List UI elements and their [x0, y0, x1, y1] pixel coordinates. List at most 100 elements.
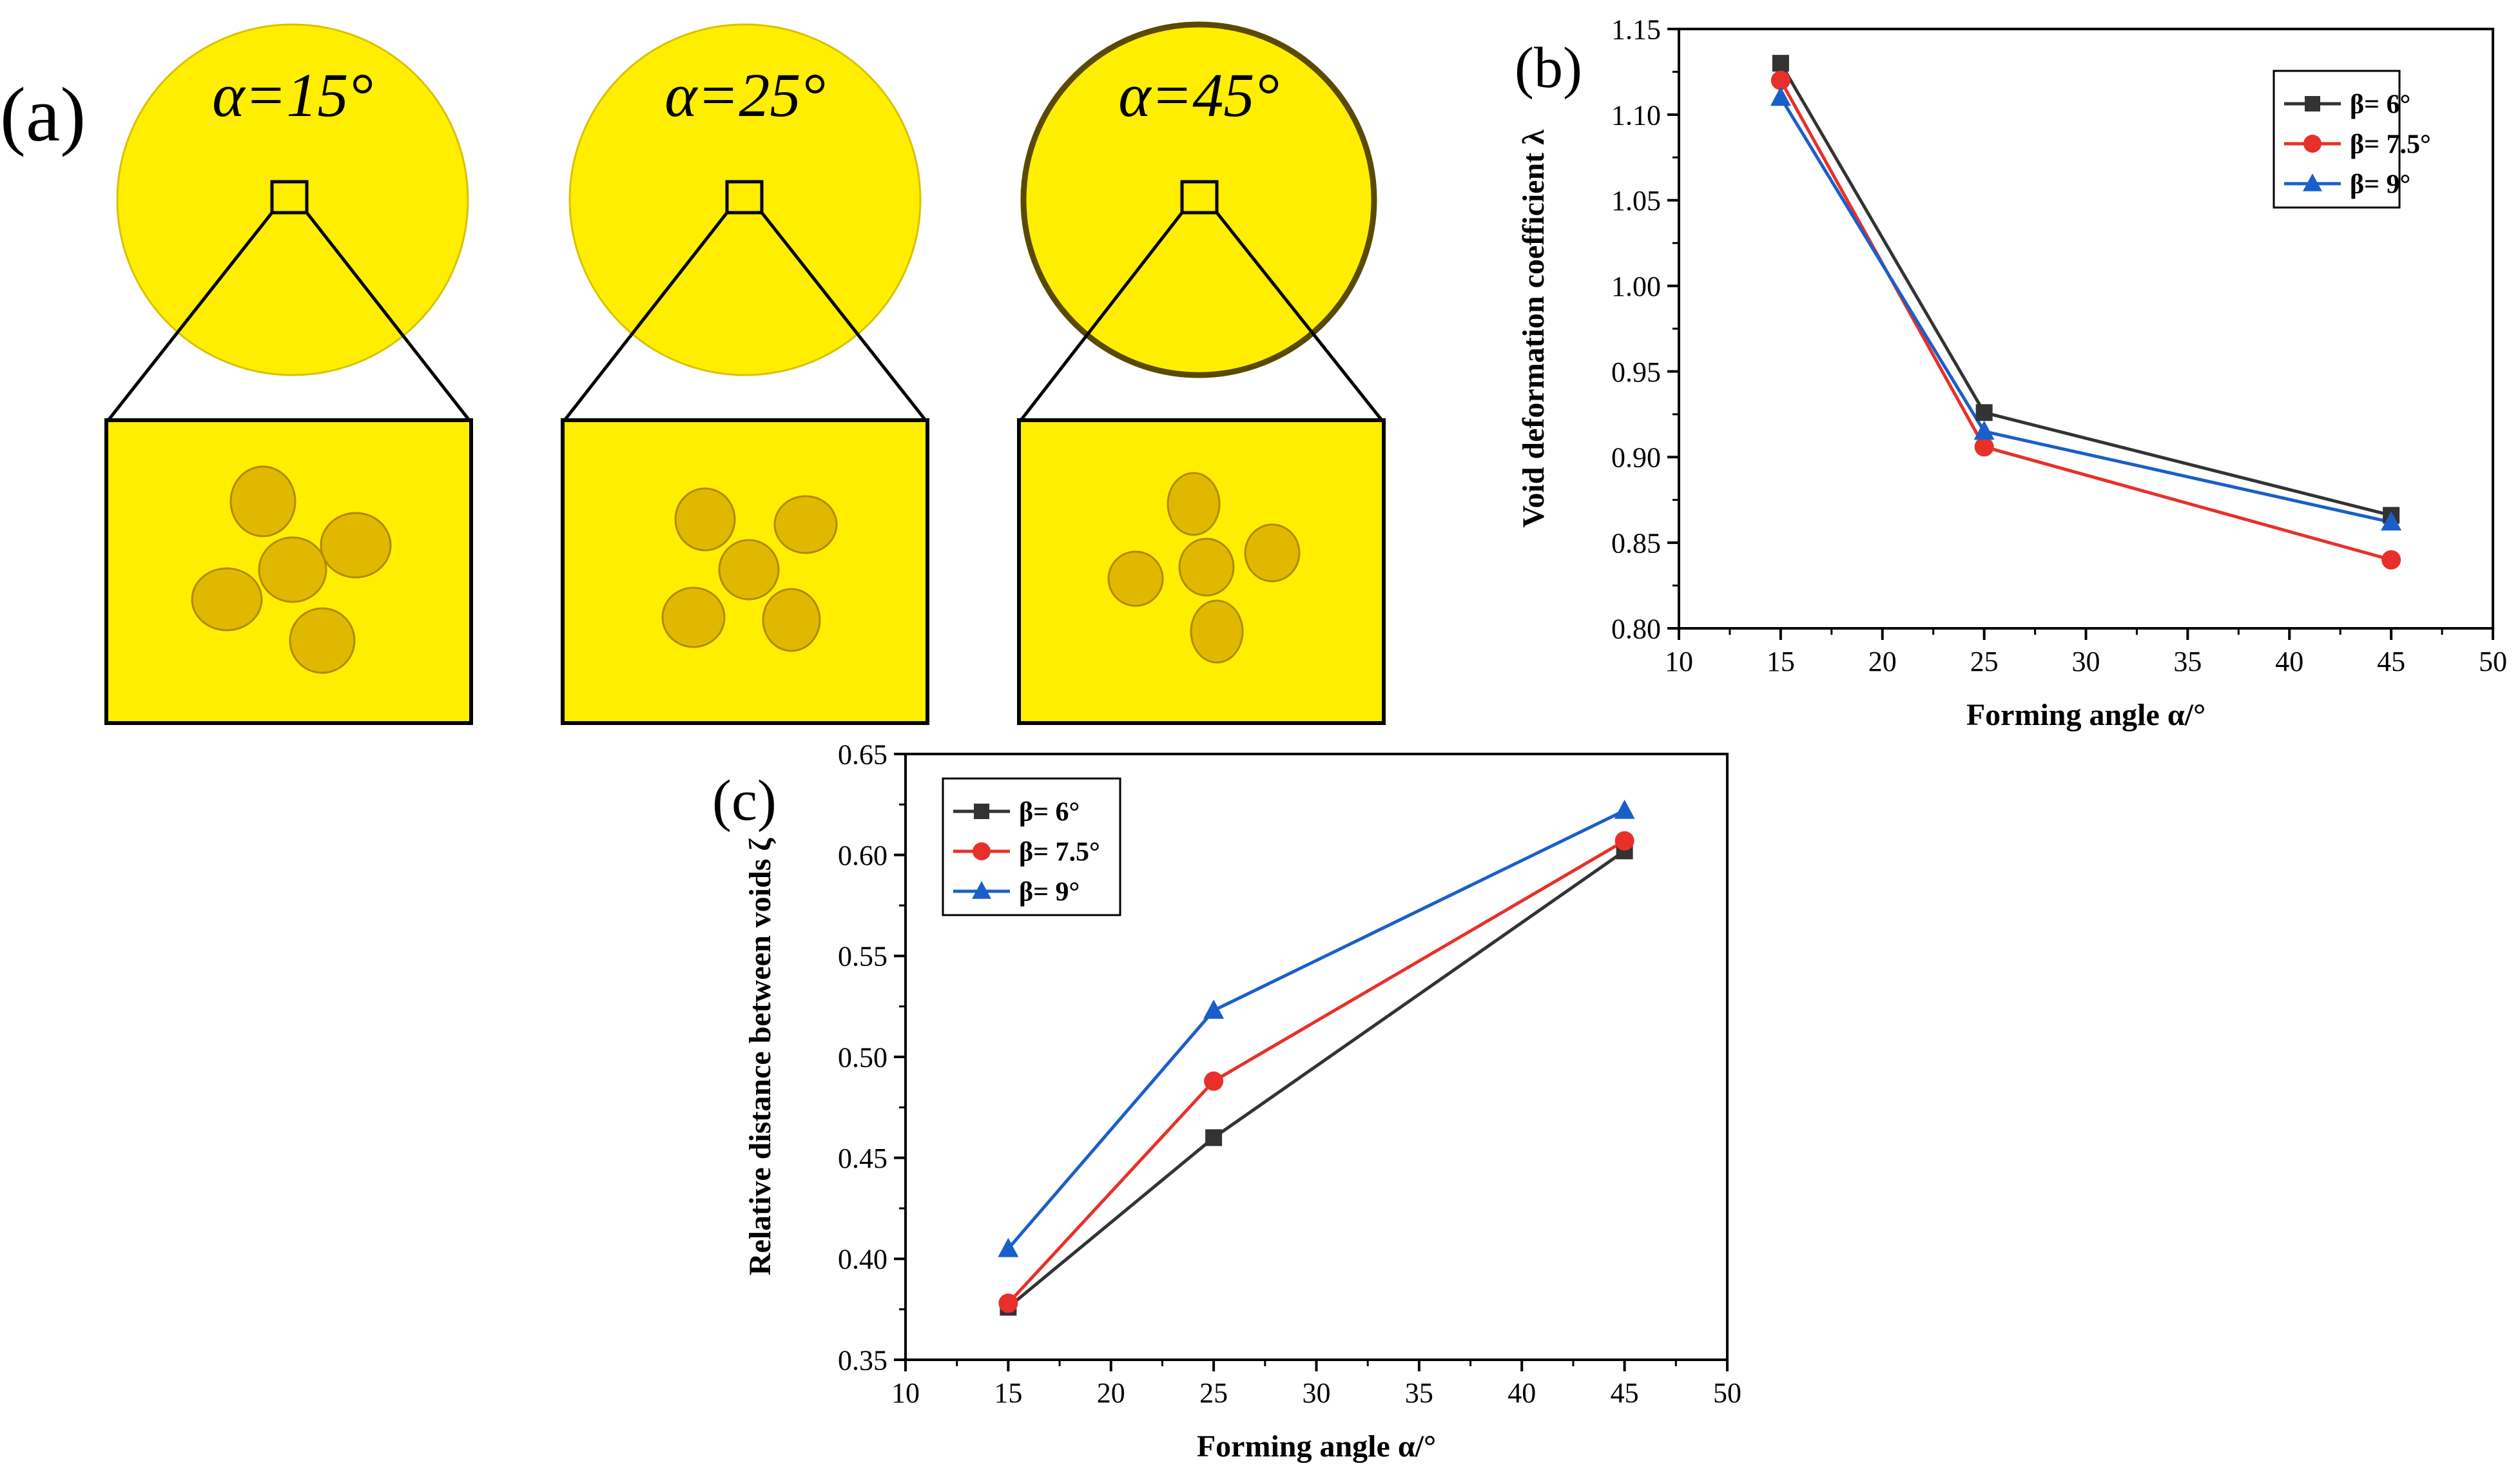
billet-cross-section	[116, 23, 469, 376]
panel-c-label: (c)	[712, 769, 777, 833]
y-axis-label: Relative distance between voids ζ	[743, 838, 777, 1276]
y-tick-label: 0.55	[838, 941, 887, 972]
void	[258, 536, 327, 603]
void	[773, 495, 838, 554]
case-label: α=15°	[212, 61, 373, 130]
y-tick-label: 0.90	[1611, 442, 1661, 474]
x-tick-label: 40	[2275, 646, 2303, 677]
y-tick-label: 1.00	[1611, 271, 1661, 302]
legend-swatch-marker	[2303, 135, 2321, 153]
y-tick-label: 0.40	[838, 1244, 887, 1275]
y-axis-label: Void deformation coefficient λ	[1517, 130, 1551, 528]
data-point	[1974, 437, 1994, 457]
zoom-line-left	[563, 211, 728, 421]
x-tick-label: 35	[2173, 646, 2202, 677]
data-point	[2381, 511, 2402, 531]
y-tick-label: 0.45	[838, 1143, 887, 1174]
data-point	[1205, 1129, 1223, 1146]
legend-label: β= 6°	[1019, 798, 1080, 827]
panel-a-label: (a)	[0, 72, 86, 157]
billet-cross-section	[1020, 21, 1377, 378]
x-tick-label: 10	[1665, 646, 1693, 677]
x-axis-label: Forming angle α/°	[1197, 1429, 1436, 1464]
legend-swatch-marker	[2303, 173, 2322, 191]
data-point	[1973, 420, 1995, 440]
x-tick-label: 35	[1405, 1377, 1433, 1409]
data-point	[998, 1237, 1019, 1257]
data-point	[1770, 86, 1791, 106]
void	[229, 465, 296, 537]
series-line	[1007, 849, 1626, 1309]
y-tick-label: 1.15	[1611, 14, 1661, 45]
void	[1190, 599, 1244, 664]
y-tick-label: 1.05	[1611, 185, 1661, 217]
zoom-line-right	[305, 211, 470, 421]
void	[320, 512, 392, 579]
legend-swatch-marker	[972, 881, 991, 899]
zoom-line-right	[1216, 211, 1383, 421]
void	[1107, 550, 1164, 607]
x-tick-label: 30	[1303, 1377, 1331, 1409]
chart-b: 10 15 20 25 30 35 40 45 50 0.80 0.85 0.90 0.95 1.00 1.…	[1517, 14, 2507, 732]
x-tick-label: 25	[1199, 1377, 1228, 1409]
y-tick-label: 0.80	[1611, 613, 1661, 644]
case-alpha-25: α=25°	[561, 23, 929, 725]
y-tick-label: 0.35	[838, 1344, 887, 1376]
data-point	[1772, 55, 1789, 72]
chart-c: 10 15 20 25 30 35 40 45 50 0.35 0.40 0.45 0.50 0.55 0.…	[743, 739, 1741, 1464]
panel-a: (a) α=15° α=25°	[0, 21, 1386, 725]
data-point	[1975, 404, 1993, 421]
x-axis-label: Forming angle α/°	[1966, 698, 2205, 732]
void-cluster	[661, 487, 838, 652]
y-tick-label: 1.10	[1611, 99, 1661, 131]
legend-label: β= 9°	[2350, 170, 2410, 200]
x-tick-label: 25	[1970, 646, 1999, 677]
void	[661, 586, 726, 648]
y-tick-label: 0.50	[838, 1041, 887, 1073]
data-point	[1614, 831, 1634, 851]
void	[718, 539, 780, 601]
void	[1244, 523, 1301, 583]
x-tick-label: 45	[2377, 646, 2405, 677]
y-tick-label: 0.95	[1611, 356, 1661, 388]
y-tick-label: 0.65	[838, 739, 887, 770]
panel-c: (c) 10 15 20 25 30 35 40 45 50 0.35 0.40 0.45 0.50 0.…	[712, 739, 1741, 1464]
data-point	[1203, 999, 1225, 1019]
void	[191, 567, 263, 632]
legend-label: β= 7.5°	[1019, 838, 1100, 867]
y-tick-label: 0.60	[838, 840, 887, 871]
case-alpha-15: α=15°	[104, 23, 473, 725]
zoom-region-box	[270, 180, 309, 215]
x-tick-label: 20	[1868, 646, 1897, 677]
x-tick-label: 45	[1611, 1377, 1639, 1409]
void-cluster	[191, 465, 392, 674]
x-tick-label: 15	[1767, 646, 1795, 677]
data-point	[1770, 70, 1790, 90]
x-tick-label: 15	[994, 1377, 1022, 1409]
void	[762, 588, 821, 652]
billet-cross-section	[568, 23, 922, 376]
x-tick-label: 20	[1097, 1377, 1125, 1409]
case-label: α=45°	[1118, 61, 1279, 130]
zoom-line-right	[761, 211, 927, 421]
legend-swatch-marker	[973, 842, 991, 860]
case-label: α=25°	[664, 61, 826, 130]
x-tick-label: 50	[1713, 1377, 1741, 1409]
case-alpha-45: α=45°	[1017, 21, 1386, 725]
data-point	[1204, 1071, 1224, 1091]
zoom-line-left	[1020, 211, 1183, 421]
x-tick-label: 40	[1507, 1377, 1536, 1409]
x-tick-label: 10	[891, 1377, 920, 1409]
panel-b: (b) 10 15 20 25 30 35 40 45 50 0.80 0.85 0.90 0.95 1.…	[1515, 14, 2507, 732]
panel-b-label: (b)	[1515, 36, 1582, 100]
zoom-region-box	[725, 180, 764, 215]
void	[289, 607, 356, 674]
data-point	[1614, 799, 1635, 819]
void-cluster	[1107, 472, 1301, 664]
x-tick-label: 30	[2072, 646, 2100, 677]
data-point	[2381, 550, 2401, 570]
zoom-line-left	[107, 211, 273, 421]
void	[1178, 537, 1235, 597]
x-tick-label: 50	[2479, 646, 2507, 677]
